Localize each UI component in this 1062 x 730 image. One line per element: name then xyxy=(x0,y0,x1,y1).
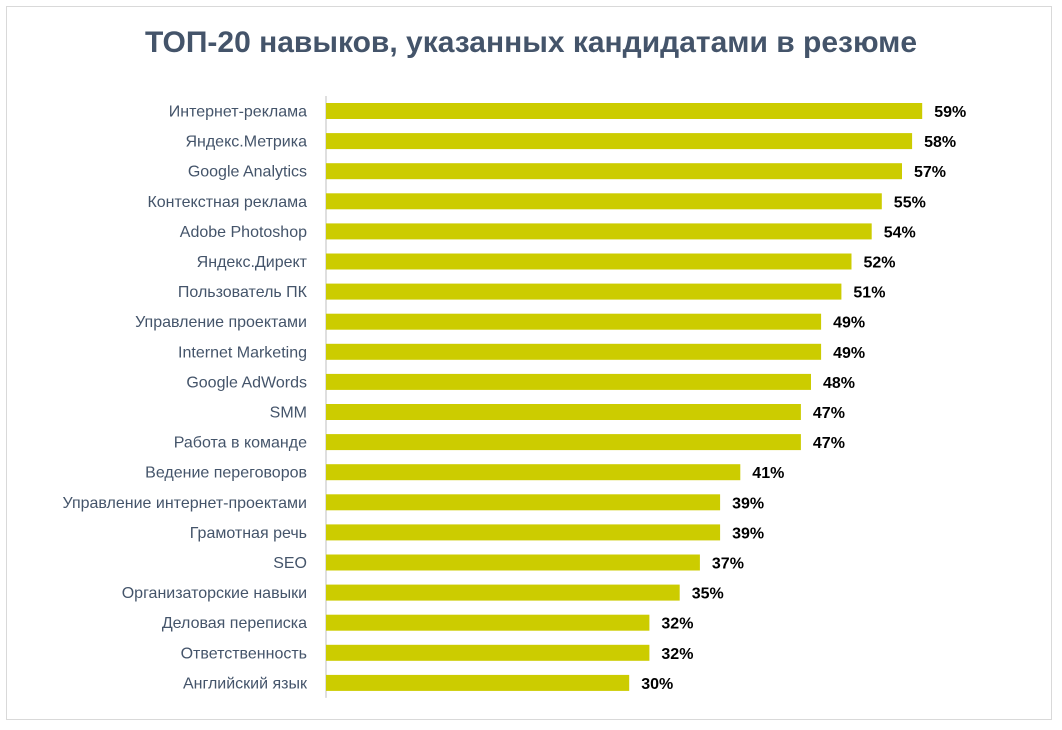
value-label: 37% xyxy=(712,556,744,573)
value-label: 32% xyxy=(661,616,693,633)
bar xyxy=(326,253,852,270)
value-label: 30% xyxy=(641,676,673,693)
bar xyxy=(326,163,902,180)
bar xyxy=(326,133,913,150)
bar xyxy=(326,554,700,571)
category-label: Управление проектами xyxy=(135,314,307,331)
category-label: Google AdWords xyxy=(186,374,307,391)
category-label: Internet Marketing xyxy=(178,344,307,361)
value-label: 35% xyxy=(692,586,724,603)
category-label: Контекстная реклама xyxy=(147,194,307,211)
bar xyxy=(326,614,650,631)
category-label: Деловая переписка xyxy=(162,615,307,632)
value-label: 39% xyxy=(732,525,764,542)
category-label: SEO xyxy=(273,555,307,572)
bars-group xyxy=(326,103,923,691)
category-label: Adobe Photoshop xyxy=(180,224,307,241)
category-label: Ведение переговоров xyxy=(145,465,307,482)
bar xyxy=(326,674,630,691)
value-label: 57% xyxy=(914,164,946,181)
bar xyxy=(326,343,822,360)
value-label: 41% xyxy=(752,465,784,482)
bar xyxy=(326,103,923,119)
value-label: 47% xyxy=(813,435,845,452)
bar xyxy=(326,464,741,481)
category-label: Яндекс.Метрика xyxy=(185,134,307,151)
bar xyxy=(326,373,811,390)
category-label: Интернет-реклама xyxy=(169,104,307,121)
value-label: 47% xyxy=(813,405,845,422)
bar xyxy=(326,524,721,541)
bar xyxy=(326,193,882,210)
category-label: Организаторские навыки xyxy=(122,585,307,602)
chart-frame xyxy=(6,6,1052,720)
value-label: 49% xyxy=(833,345,865,362)
value-label: 52% xyxy=(864,255,896,272)
bar xyxy=(326,313,822,330)
category-label: Английский язык xyxy=(183,675,308,692)
bar xyxy=(326,283,842,300)
value-label: 48% xyxy=(823,375,855,392)
bar xyxy=(326,584,680,601)
value-labels-group: 59% 58% 57% 55% 54% 52% 51% 49% 49% 48% 47% 47% 41% 3… xyxy=(641,104,966,693)
value-label: 59% xyxy=(934,104,966,121)
bar xyxy=(326,644,650,661)
bar xyxy=(326,223,872,240)
value-label: 39% xyxy=(732,495,764,512)
chart-title: ТОП-20 навыков, указанных кандидатами в … xyxy=(144,26,918,59)
category-label: Google Analytics xyxy=(188,164,307,181)
value-label: 49% xyxy=(833,315,865,332)
category-label: Работа в команде xyxy=(174,435,307,452)
value-label: 58% xyxy=(924,134,956,151)
category-label: Ответственность xyxy=(181,645,307,662)
category-label: Пользователь ПК xyxy=(178,284,308,301)
value-label: 55% xyxy=(894,194,926,211)
value-label: 32% xyxy=(661,646,693,663)
category-label: Управление интернет-проектами xyxy=(63,495,308,512)
bar xyxy=(326,434,801,451)
bar xyxy=(326,494,721,511)
value-label: 51% xyxy=(853,285,885,302)
category-label: SMM xyxy=(270,405,307,422)
value-label: 54% xyxy=(884,224,916,241)
category-label: Яндекс.Директ xyxy=(197,254,308,271)
category-labels-group: Интернет-реклама Яндекс.Метрика Google Ana… xyxy=(63,104,308,693)
bar xyxy=(326,404,801,420)
category-label: Грамотная речь xyxy=(190,525,307,542)
